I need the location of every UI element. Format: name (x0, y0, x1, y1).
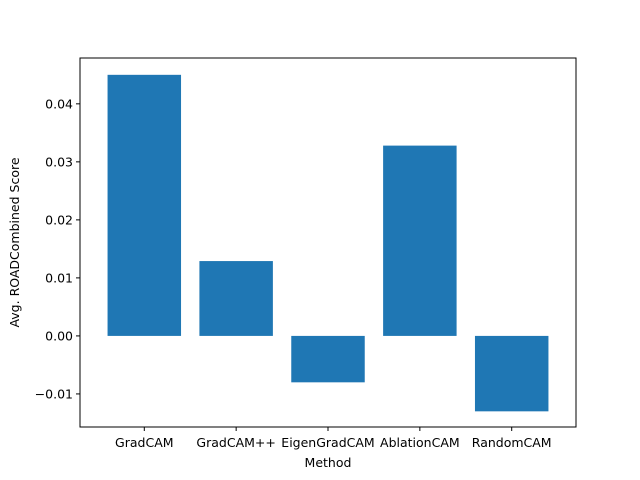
x-tick-label: GradCAM (115, 435, 173, 450)
bar-gradcam- (199, 261, 273, 336)
plot-frame (79, 57, 577, 428)
y-tick-label: −0.01 (35, 386, 73, 401)
y-axis-ticks: −0.01 0.00 0.01 0.02 0.03 0.04 (35, 96, 80, 401)
y-tick-label: 0.00 (45, 328, 73, 343)
y-tick-label: 0.04 (45, 96, 73, 111)
bar-gradcam (107, 74, 182, 336)
y-tick-label: 0.03 (45, 154, 73, 169)
x-tick-label: GradCAM++ (196, 435, 275, 450)
bar-eigengradcam (291, 335, 365, 383)
x-tick-label: RandomCAM (472, 435, 552, 450)
y-tick-label: 0.01 (45, 270, 73, 285)
y-tick-label: 0.02 (45, 212, 73, 227)
x-tick-label: EigenGradCAM (281, 435, 374, 450)
x-tick-label: AblationCAM (380, 435, 460, 450)
x-axis-label: Method (305, 455, 352, 470)
bars (107, 74, 549, 412)
x-axis-ticks: GradCAM GradCAM++ EigenGradCAM AblationCAM R… (115, 427, 552, 450)
bar-randomcam (474, 335, 549, 412)
bar-ablationcam (383, 145, 457, 336)
y-axis-label: Avg. ROADCombined Score (7, 157, 22, 327)
